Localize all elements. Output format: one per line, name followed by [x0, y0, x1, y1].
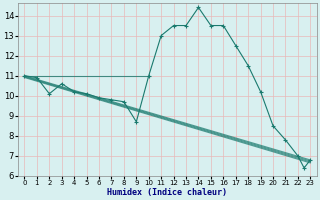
X-axis label: Humidex (Indice chaleur): Humidex (Indice chaleur)	[108, 188, 228, 197]
